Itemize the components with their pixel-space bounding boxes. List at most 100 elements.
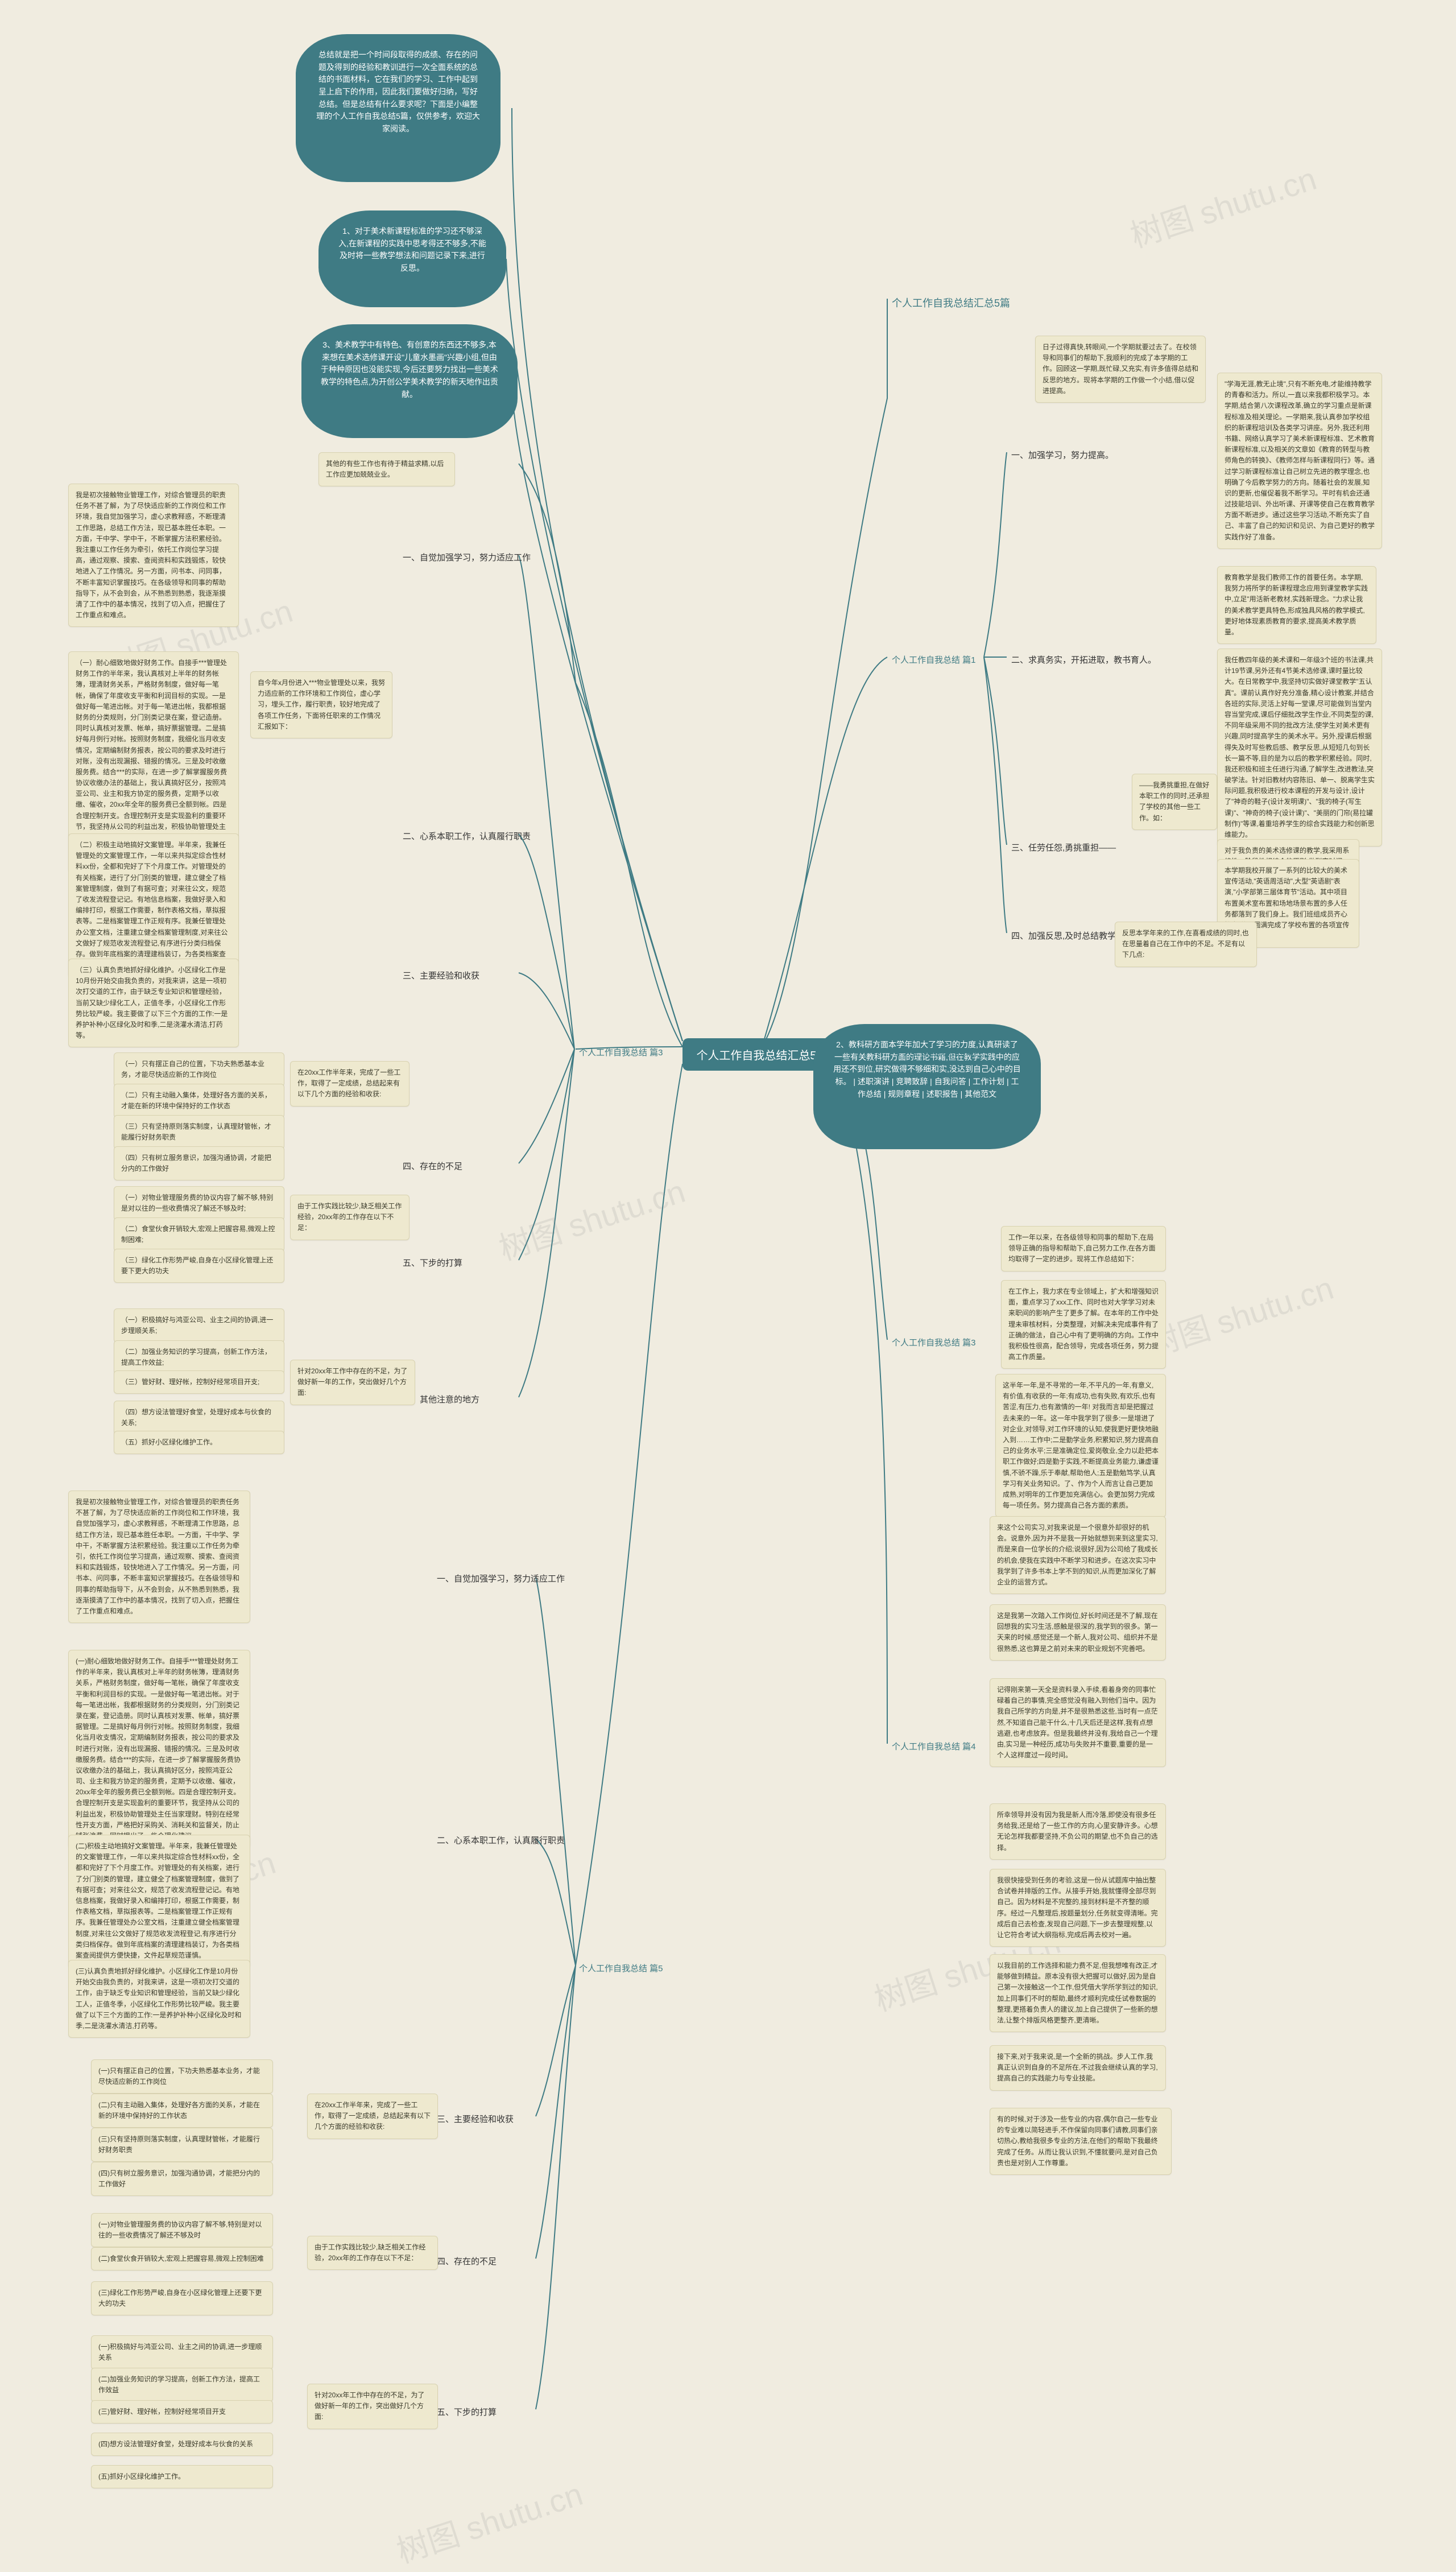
- note-box: （三）管好财、理好帐，控制好经常项目开支;: [114, 1370, 284, 1394]
- branch-label: 个人工作自我总结 篇2: [890, 1044, 983, 1060]
- branch-label: 四、存在的不足: [432, 2253, 501, 2269]
- branch-label: 五、下步的打算: [398, 1254, 467, 1271]
- note-box: ——我勇挑重担,在做好本职工作的同时,还承担了学校的其他一些工作。如：: [1132, 774, 1217, 830]
- branch-label: 三、任劳任怨,勇挑重担——: [1007, 839, 1120, 856]
- connector: [519, 1049, 574, 1163]
- note-box: (三)绿化工作形势严峻,自身在小区绿化管理上还要下更大的功夫: [91, 2281, 273, 2315]
- note-box: 来这个公司实习,对我来说是一个很意外却很好的机会。说意外,因为并不是我一开始就想…: [990, 1516, 1166, 1594]
- bubble-node: 2、教科研方面本学年加大了学习的力度,认真研读了一些有关教科研方面的理论书籍,但…: [813, 1024, 1041, 1149]
- connector: [536, 1966, 576, 2116]
- note-box: （二）只有主动融入集体，处理好各方面的关系，才能在新的环境中保持好的工作状态: [114, 1084, 284, 1118]
- note-box: 我很快接受到任务的考验,这是一份从试题库中抽出整合试卷并排版的工作。从接手开始,…: [990, 1869, 1166, 1947]
- branch-label: 一、自觉加强学习，努力适应工作: [398, 549, 535, 565]
- note-box: 以我目前的工作选择和能力费不足,但我想唯有改正,才能够做到精益。原本没有很大把握…: [990, 1954, 1166, 2032]
- connector: [519, 973, 574, 1049]
- branch-label: 个人工作自我总结 篇5: [574, 1960, 668, 1976]
- branch-label: 个人工作自我总结 篇3: [574, 1044, 668, 1060]
- note-box: 反思本学年来的工作,在喜看成绩的同时,也在思量着自己在工作中的不足。不足有以下几…: [1115, 922, 1257, 967]
- note-box: (一)耐心细致地做好财务工作。自接手***管理处财务工作的半年来，我认真核对上半…: [68, 1650, 250, 1848]
- branch-label: 个人工作自我总结汇总5篇: [887, 293, 1015, 312]
- note-box: 其他的有些工作也有待于精益求精,以后工作应更加兢兢业业。: [318, 452, 455, 486]
- bubble-node: 总结就是把一个时间段取得的成绩、存在的问题及得到的经验和教训进行一次全面系统的总…: [296, 34, 500, 182]
- note-box: 记得刚来第一天全是资料录入手续,看着身旁的同事忙碌着自己的事情,完全感觉没有融入…: [990, 1678, 1166, 1767]
- watermark: 树图 shutu.cn: [1141, 1263, 1339, 1366]
- note-box: （二）食堂伙食开销较大,宏观上把握容易,微观上控制困难;: [114, 1217, 284, 1252]
- note-box: 针对20xx年工作中存在的不足，为了做好新一年的工作，突出做好几个方面:: [290, 1360, 415, 1405]
- connector: [842, 1081, 887, 1744]
- note-box: （三）认真负责地抓好绿化维护。小区绿化工作是10月份开始交由我负责的，对我来讲，…: [68, 959, 239, 1047]
- connector: [984, 657, 1007, 933]
- note-box: （二）加强业务知识的学习提高，创新工作方法，提高工作效益;: [114, 1340, 284, 1374]
- note-box: （五）抓好小区绿化维护工作。: [114, 1431, 284, 1454]
- note-box: 日子过得真快,转眼间,一个学期就要过去了。在校领导和同事们的帮助下,我顺利的完成…: [1035, 336, 1206, 403]
- branch-label: 三、主要经验和收获: [398, 967, 484, 984]
- note-box: 在20xx工作半年来，完成了一些工作，取得了一定成绩，总结起来有以下几个方面的经…: [290, 1061, 410, 1107]
- connector: [984, 452, 1007, 657]
- note-box: 教育教学是我们教师工作的首要任务。本学期,我努力将所学的新课程理念应用到课堂教学…: [1217, 566, 1376, 644]
- note-box: （三）绿化工作形势严峻,自身在小区绿化管理上还要下更大的功夫: [114, 1249, 284, 1283]
- note-box: 由于工作实践比较少,缺乏相关工作经验，20xx年的工作存在以下不足：: [307, 2236, 438, 2270]
- note-box: 我是初次接触物业管理工作，对综合管理员的职责任务不甚了解，为了尽快适应新的工作岗…: [68, 1491, 250, 1623]
- note-box: 工作一年以来，在各级领导和同事的帮助下,在局领导正确的指导和帮助下,自己努力工作…: [1001, 1226, 1166, 1271]
- note-box: 这半年一年,是不寻常的一年,不平凡的一年,有意义,有价值,有收获的一年;有成功,…: [995, 1374, 1166, 1517]
- watermark: 树图 shutu.cn: [1124, 154, 1322, 257]
- note-box: （一）只有摆正自己的位置，下功夫熟悉基本业务，才能尽快适应新的工作岗位: [114, 1052, 284, 1087]
- note-box: (四)想方设法管理好食堂，处理好成本与伙食的关系: [91, 2433, 273, 2456]
- branch-label: 二、求真务实，开拓进取，教书育人。: [1007, 651, 1161, 668]
- note-box: (四)只有树立服务意识，加强沟通协调，才能把分内的工作做好: [91, 2162, 273, 2196]
- connector: [762, 299, 887, 1047]
- note-box: (二)加强业务知识的学习提高，创新工作方法，提高工作效益: [91, 2368, 273, 2402]
- note-box: （二）积极主动地搞好文案管理。半年来，我兼任管理处的文案管理工作，一年以来共拟定…: [68, 833, 239, 977]
- note-box: (三)只有坚持原则落实制度，认真理财管帐，才能履行好财务职责: [91, 2128, 273, 2162]
- connector: [519, 555, 574, 1049]
- note-box: （四）想方设法管理好食堂，处理好成本与伙食的关系;: [114, 1401, 284, 1435]
- note-box: 我是初次接触物业管理工作，对综合管理员的职责任务不甚了解，为了尽快适应新的工作岗…: [68, 484, 239, 627]
- connector: [984, 657, 1007, 845]
- note-box: (五)抓好小区绿化维护工作。: [91, 2465, 273, 2488]
- note-box: (一)只有摆正自己的位置，下功夫熟悉基本业务，才能尽快适应新的工作岗位: [91, 2059, 273, 2094]
- note-box: (一)积极搞好与鸿亚公司、业主之间的协调,进一步理顺关系: [91, 2335, 273, 2369]
- connector: [536, 1966, 576, 2259]
- note-box: (一)对物业管理服务费的协议内容了解不够,特别是对以往的一些收费情况了解还不够及…: [91, 2213, 273, 2247]
- connector: [519, 1049, 574, 1260]
- branch-label: 个人工作自我总结 篇3: [887, 1334, 981, 1351]
- note-box: 接下来,对于我来说,是一个全新的挑战。步人工作,我真正认识到自身的不足所在,不过…: [990, 2045, 1166, 2091]
- bubble-node: 1、对于美术新课程标准的学习还不够深入,在新课程的实践中思考得还不够多,不能及时…: [318, 210, 506, 307]
- note-box: 针对20xx年工作中存在的不足，为了做好新一年的工作，突出做好几个方面:: [307, 2384, 438, 2429]
- connector: [576, 1064, 682, 1966]
- note-box: "学海无涯,教无止境",只有不断充电,才能维持教学的青春和活力。所以,一直以来我…: [1217, 373, 1382, 549]
- note-box: 这是我第一次踏入工作岗位,好长时间还是不了解,现在回想我的实习生活,感触是很深的…: [990, 1604, 1166, 1661]
- note-box: (二)食堂伙食开销较大,宏观上把握容易,微观上控制困难: [91, 2247, 273, 2270]
- note-box: （三）只有坚持原则落实制度，认真理财管帐，才能履行好财务职责: [114, 1115, 284, 1149]
- branch-label: 个人工作自我总结 篇1: [887, 651, 981, 668]
- note-box: （一）积极搞好与鸿亚公司、业主之间的协调,进一步理顺关系;: [114, 1308, 284, 1343]
- connector: [519, 464, 682, 1047]
- note-box: (三)认真负责地抓好绿化维护。小区绿化工作是10月份开始交由我负责的，对我来讲，…: [68, 1960, 250, 2038]
- branch-label: 二、心系本职工作，认真履行职责: [432, 1832, 569, 1848]
- note-box: 由于工作实践比较少,缺乏相关工作经验，20xx年的工作存在以下不足：: [290, 1195, 410, 1240]
- connector: [536, 1839, 576, 1966]
- note-box: (二)积极主动地搞好文案管理。半年来，我兼任管理处的文案管理工作，一年以来共拟定…: [68, 1835, 250, 1967]
- connector: [512, 108, 682, 1041]
- note-box: (二)只有主动融入集体，处理好各方面的关系，才能在新的环境中保持好的工作状态: [91, 2094, 273, 2128]
- connector: [519, 834, 574, 1049]
- note-box: 自今年x月份进入***物业管理处以来，我努力适应新的工作环境和工作岗位，虚心学习…: [250, 671, 392, 738]
- branch-label: 一、加强学习，努力提高。: [1007, 447, 1118, 463]
- note-box: 有的时候,对于涉及一些专业的内容,偶尔自己一些专业的专业难以简轻进手,不作保留向…: [990, 2108, 1172, 2175]
- connector: [536, 1966, 576, 2409]
- connector: [512, 381, 682, 1041]
- connector: [762, 657, 887, 1047]
- branch-label: 一、自觉加强学习，努力适应工作: [432, 1570, 569, 1587]
- bubble-node: 3、美术教学中有特色、有创意的东西还不够多,本来想在美术选修课开设"儿童水墨画"…: [301, 324, 518, 438]
- note-box: 所幸领导并没有因为我是新人而冷落,即使没有很多任务给我,还是给了一些工作的方向,…: [990, 1803, 1166, 1860]
- branch-label: 四、存在的不足: [398, 1158, 467, 1174]
- note-box: （四）只有树立服务意识，加强沟通协调，才能把分内的工作做好: [114, 1146, 284, 1180]
- note-box: (三)管好财、理好帐，控制好经常项目开支: [91, 2400, 273, 2424]
- note-box: 我任教四年级的美术课和一年级3个班的书法课,共计19节课,另外还有4节美术选修课…: [1217, 649, 1382, 847]
- connector: [519, 1049, 574, 1397]
- watermark: 树图 shutu.cn: [493, 1166, 690, 1270]
- branch-label: 三、主要经验和收获: [432, 2111, 518, 2127]
- note-box: 在工作上，我力求在专业领域上，扩大和增强知识面，重点学习了xxx工作、同时也对大…: [1001, 1280, 1166, 1369]
- connector: [536, 1577, 576, 1966]
- branch-label: 五、下步的打算: [432, 2404, 501, 2420]
